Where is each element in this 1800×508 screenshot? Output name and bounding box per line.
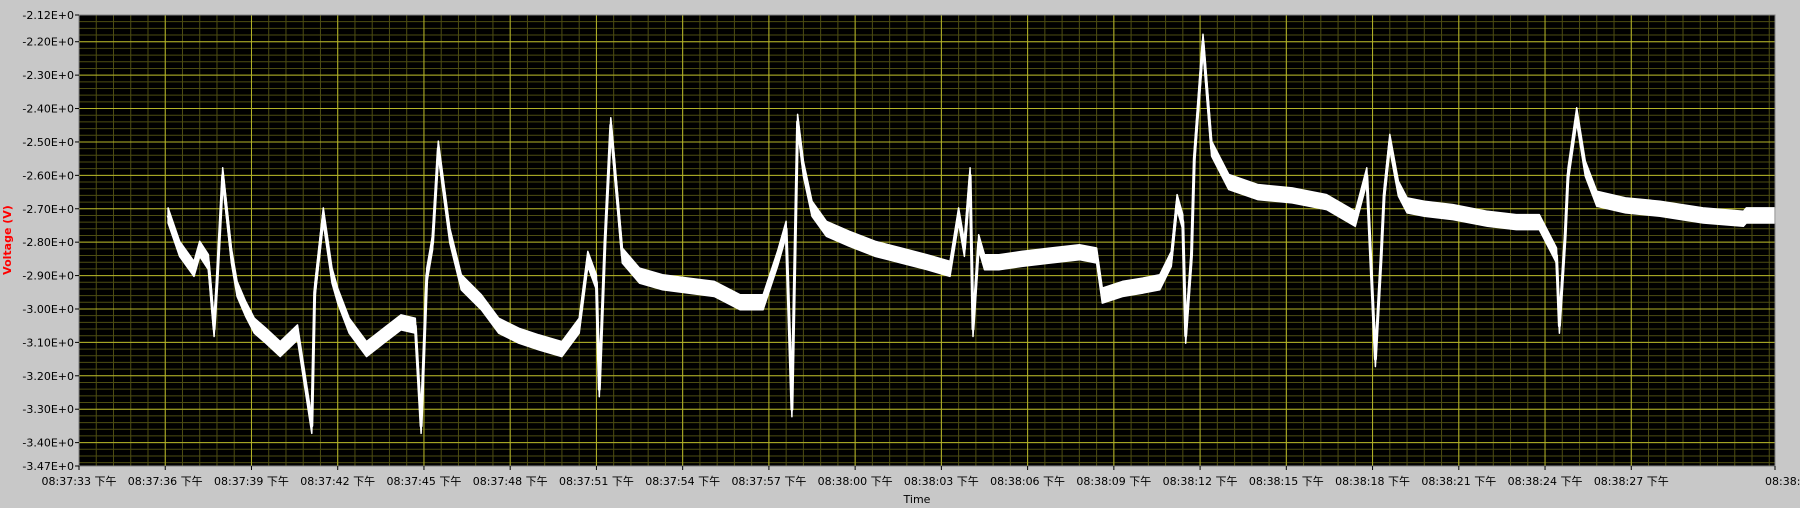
- x-tick-label: 08:37:36 下午: [128, 475, 203, 488]
- y-tick-label: -2.30E+0: [22, 69, 74, 82]
- x-tick-label: 08:37:45 下午: [386, 475, 461, 488]
- y-tick-label: -3.20E+0: [22, 370, 74, 383]
- plot-area: [79, 15, 1775, 466]
- x-tick-label: 08:38:18 下午: [1335, 475, 1410, 488]
- x-tick-label: 08:38:00 下午: [818, 475, 893, 488]
- plot-border: [78, 14, 1776, 467]
- y-tick-label: -3.40E+0: [22, 437, 74, 450]
- x-tick-label: 08:37:48 下午: [473, 475, 548, 488]
- x-tick-label: 08:38:12 下午: [1163, 475, 1238, 488]
- y-tick-label: -2.50E+0: [22, 136, 74, 149]
- y-axis-ticks: -2.12E+0 -2.20E+0 -2.30E+0 -2.40E+0 -2.50E+0…: [22, 9, 79, 473]
- x-tick-label: 08:38:09 下午: [1076, 475, 1151, 488]
- x-tick-label: 08:37:42 下午: [300, 475, 375, 488]
- y-tick-label: -2.70E+0: [22, 203, 74, 216]
- x-tick-label: 08:38:06 下午: [990, 475, 1065, 488]
- x-axis-ticks: 08:37:33 下午 08:37:36 下午 08:37:39 下午 08:37:4…: [42, 466, 1800, 488]
- y-axis-label: Voltage (V): [1, 205, 14, 275]
- x-tick-label: 08:38:24 下午: [1508, 475, 1583, 488]
- x-tick-label: 08:37:54 下午: [645, 475, 720, 488]
- voltage-line: [166, 40, 1775, 428]
- y-tick-label: -2.60E+0: [22, 169, 74, 182]
- x-tick-label: 08:37:57 下午: [731, 475, 806, 488]
- x-tick-label: 08:37:33 下午: [42, 475, 117, 488]
- x-tick-label: 08:37:51 下午: [559, 475, 634, 488]
- x-tick-label: 08:38:03 下午: [904, 475, 979, 488]
- y-tick-label: -3.47E+0: [22, 460, 74, 473]
- x-tick-label: 08:38:27 下午: [1594, 475, 1669, 488]
- y-tick-label: -2.12E+0: [22, 9, 74, 22]
- x-axis-label: Time: [903, 493, 931, 504]
- y-tick-label: -2.40E+0: [22, 103, 74, 116]
- y-tick-label: -3.30E+0: [22, 403, 74, 416]
- y-tick-label: -2.80E+0: [22, 236, 74, 249]
- x-tick-label: 08:37:39 下午: [214, 475, 289, 488]
- y-tick-label: -3.00E+0: [22, 303, 74, 316]
- y-tick-label: -3.10E+0: [22, 336, 74, 349]
- x-tick-label: 08:38:15 下午: [1249, 475, 1324, 488]
- x-tick-label: 08:38:32 下: [1765, 475, 1800, 488]
- y-tick-label: -2.20E+0: [22, 36, 74, 49]
- x-tick-label: 08:38:21 下午: [1421, 475, 1496, 488]
- y-tick-label: -2.90E+0: [22, 270, 74, 283]
